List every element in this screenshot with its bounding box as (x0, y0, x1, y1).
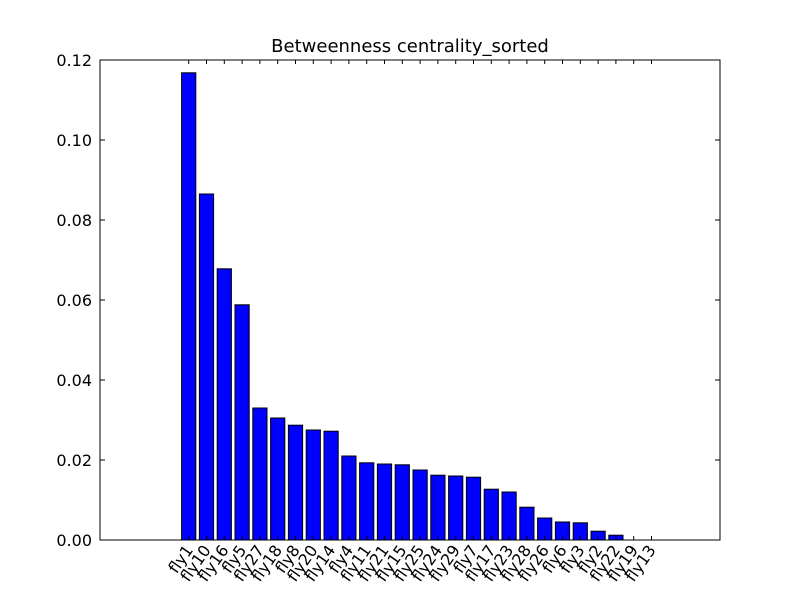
plot-frame (99, 59, 721, 541)
bar-fly1 (181, 72, 197, 541)
bar-fly5 (234, 304, 250, 541)
bar-fly21 (376, 463, 393, 541)
bar-fly10 (198, 193, 215, 541)
bar-fly28 (519, 506, 535, 541)
bar-fly20 (305, 429, 321, 541)
y-tick-label: 0.12 (56, 51, 92, 70)
y-tick-label: 0.06 (56, 291, 92, 310)
y-tick-label: 0.08 (56, 211, 92, 230)
bar-fly15 (394, 464, 410, 541)
bar-fly7 (465, 476, 482, 541)
bar-fly4 (341, 455, 357, 541)
bar-fly18 (270, 417, 286, 541)
bar-fly23 (501, 491, 517, 541)
bar-fly14 (323, 430, 339, 541)
bar-fly29 (448, 475, 464, 541)
bars-group (181, 72, 624, 541)
y-tick-label: 0.02 (56, 451, 92, 470)
bar-fly8 (287, 424, 304, 541)
y-tick-label: 0.00 (56, 531, 92, 550)
bar-fly24 (430, 474, 446, 541)
y-axis: 0.00 0.02 0.04 0.06 0.08 0.10 0.12 (56, 51, 720, 550)
y-tick-label: 0.04 (56, 371, 92, 390)
x-axis: fly1fly10fly16fly5fly27fly18fly8fly20fly… (164, 60, 660, 585)
chart-title: Betweenness centrality_sorted (271, 36, 549, 57)
bar-fly16 (216, 268, 232, 541)
bar-fly25 (412, 469, 428, 541)
bar-fly17 (483, 488, 499, 541)
bar-fly11 (359, 462, 375, 541)
bar-fly27 (252, 407, 268, 541)
y-tick-label: 0.10 (56, 131, 92, 150)
